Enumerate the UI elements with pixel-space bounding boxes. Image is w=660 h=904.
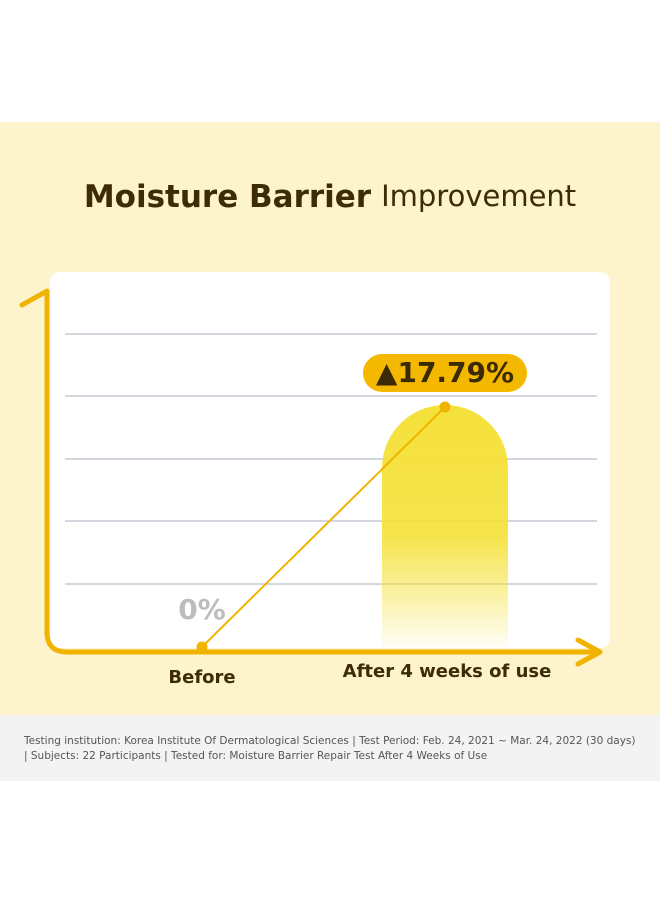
foreground: Before After 4 weeks of use 0% ▲17.79% <box>168 354 551 688</box>
title-suffix: Improvement <box>381 179 576 213</box>
value-label: ▲17.79% <box>376 356 514 389</box>
footnote-line: | Subjects: 22 Participants | Tested for… <box>24 750 487 762</box>
value-pill <box>363 354 527 392</box>
axes <box>19 288 603 667</box>
x-tick-label: After 4 weeks of use <box>343 661 552 682</box>
footnote-line: Testing institution: Korea Institute Of … <box>23 735 636 747</box>
value-label: 0% <box>178 593 226 626</box>
chart-card <box>50 272 610 648</box>
trend-line <box>201 406 446 648</box>
grid <box>65 333 597 585</box>
bars <box>382 405 508 647</box>
title-bold: Moisture Barrier <box>84 179 372 215</box>
footnote-band <box>0 715 660 781</box>
point <box>196 641 208 653</box>
bar <box>382 405 508 647</box>
x-tick-label: Before <box>168 667 235 688</box>
point <box>439 401 451 413</box>
chart-title: Moisture Barrier Improvement <box>84 179 576 215</box>
